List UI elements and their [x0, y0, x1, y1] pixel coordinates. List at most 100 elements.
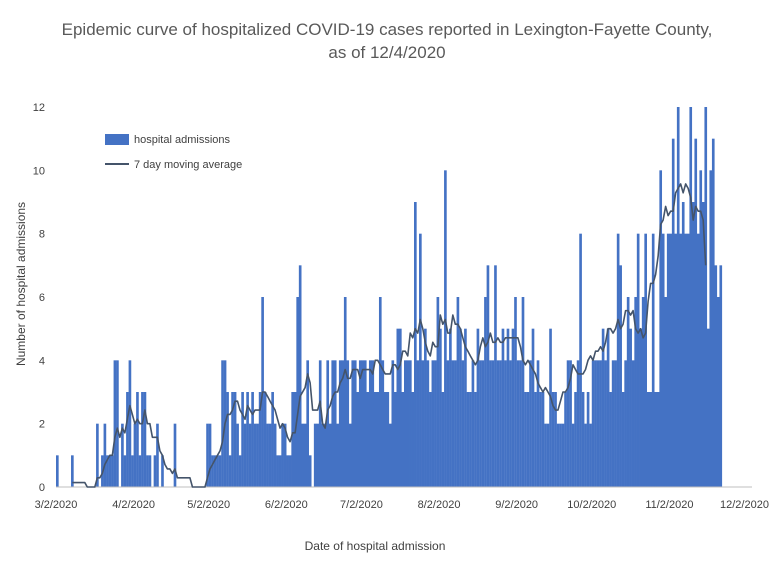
- admission-bar: [246, 392, 249, 487]
- admission-bar: [421, 360, 425, 487]
- admission-bar: [308, 455, 312, 487]
- admission-bar: [406, 360, 410, 487]
- admission-bar: [696, 233, 700, 487]
- admission-bar: [131, 455, 134, 487]
- admission-bar: [514, 297, 517, 487]
- admission-bar: [281, 423, 284, 487]
- admission-bar: [431, 360, 435, 487]
- admission-bar: [596, 360, 600, 487]
- admission-bar: [71, 455, 74, 487]
- admission-bar: [419, 233, 422, 487]
- admission-bar: [549, 328, 552, 487]
- y-axis-title: Number of hospital admissions: [14, 202, 28, 366]
- admission-bar: [506, 328, 510, 487]
- admission-bar: [436, 297, 440, 487]
- admission-bar: [536, 360, 540, 487]
- admission-bar: [238, 455, 242, 487]
- x-tick-label: 3/2/2020: [35, 499, 78, 511]
- admission-bar: [699, 170, 703, 487]
- admission-bar: [614, 360, 617, 487]
- x-tick-label: 6/2/2020: [265, 499, 308, 511]
- admission-bar: [161, 455, 164, 487]
- legend-label-moving-average: 7 day moving average: [134, 159, 242, 171]
- admission-bar: [376, 392, 380, 487]
- admission-bar: [263, 392, 267, 487]
- admission-bar: [429, 392, 432, 487]
- admission-bar: [243, 423, 247, 487]
- admission-bar: [646, 392, 650, 487]
- admission-bar: [694, 138, 698, 488]
- admission-bar: [511, 328, 515, 487]
- admission-bar: [559, 423, 562, 487]
- admission-bar: [529, 360, 532, 487]
- legend-label-hospital-admissions: hospital admissions: [134, 134, 230, 146]
- admission-bar: [604, 360, 607, 487]
- admission-bar: [666, 233, 670, 487]
- admission-bar: [106, 455, 109, 487]
- admission-bar: [641, 297, 645, 487]
- x-tick-label: 7/2/2020: [340, 499, 383, 511]
- admission-bar: [373, 392, 377, 487]
- admission-bar: [298, 265, 302, 487]
- admission-bar: [391, 360, 395, 487]
- admission-bar: [601, 328, 605, 487]
- admission-bar: [313, 423, 317, 487]
- admission-bar: [626, 297, 630, 487]
- admission-bar: [233, 392, 237, 487]
- admission-bar: [126, 392, 129, 487]
- x-tick-label: 11/2/2020: [645, 499, 693, 511]
- admission-bar: [504, 360, 507, 487]
- admission-bar: [336, 423, 340, 487]
- admission-bar: [539, 392, 542, 487]
- admission-bar: [103, 423, 107, 487]
- admission-bar: [396, 328, 400, 487]
- admission-bar: [459, 328, 462, 487]
- admission-bar: [328, 423, 332, 487]
- admission-bar: [348, 423, 352, 487]
- admission-bar: [108, 455, 112, 487]
- admission-bar: [481, 360, 485, 487]
- admission-bar: [649, 392, 652, 487]
- admission-bar: [566, 360, 570, 487]
- admission-bar: [644, 233, 647, 487]
- admission-bar: [271, 392, 274, 487]
- admission-bar: [466, 392, 470, 487]
- bar-series: [56, 107, 723, 488]
- admission-bar: [301, 423, 304, 487]
- admission-bar: [173, 423, 177, 487]
- admission-bar: [338, 360, 342, 487]
- admission-bar: [619, 265, 622, 487]
- admission-bar: [401, 392, 405, 487]
- admission-bar: [288, 455, 292, 487]
- admission-bar: [634, 297, 637, 487]
- admission-bar: [278, 455, 282, 487]
- admission-bar: [123, 455, 127, 487]
- admission-bar: [156, 423, 159, 487]
- admission-bar: [456, 297, 460, 487]
- admission-bar: [228, 455, 232, 487]
- admission-bar: [564, 392, 567, 487]
- admission-bar: [531, 328, 535, 487]
- admission-bar: [383, 392, 387, 487]
- admission-bar: [496, 360, 500, 487]
- admission-bar: [293, 392, 297, 487]
- admission-bar: [291, 392, 294, 487]
- admission-bar: [128, 360, 132, 487]
- admission-bar: [556, 423, 560, 487]
- y-tick-label: 4: [39, 355, 45, 367]
- admission-bar: [241, 392, 244, 487]
- admission-bar: [616, 233, 620, 487]
- x-tick-label: 9/2/2020: [495, 499, 538, 511]
- moving-average-line: [72, 183, 707, 488]
- admission-bar: [256, 423, 259, 487]
- admission-bar: [446, 360, 450, 487]
- admission-bar: [491, 360, 495, 487]
- admission-bar: [358, 360, 362, 487]
- admission-bar: [484, 297, 487, 487]
- y-tick-label: 10: [33, 165, 45, 177]
- admission-bar: [368, 360, 372, 487]
- admission-bar: [599, 360, 602, 487]
- admission-bar: [561, 423, 565, 487]
- admission-bar: [386, 392, 390, 487]
